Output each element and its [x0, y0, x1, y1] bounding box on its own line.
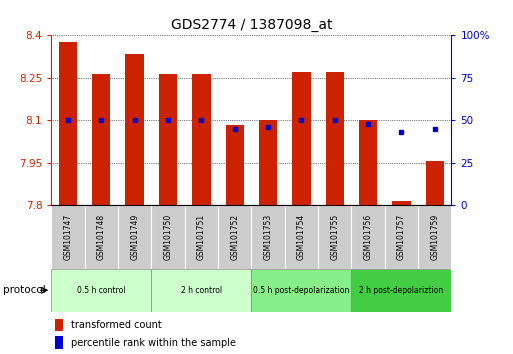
Bar	[385, 205, 418, 269]
Bar	[251, 269, 351, 312]
Text: 0.5 h control: 0.5 h control	[77, 286, 126, 295]
Bar	[118, 205, 151, 269]
Bar	[351, 269, 451, 312]
Bar	[159, 74, 177, 205]
Bar	[85, 205, 118, 269]
Text: GSM101755: GSM101755	[330, 214, 339, 260]
Text: GSM101752: GSM101752	[230, 214, 239, 260]
Bar	[59, 42, 77, 205]
Text: GSM101756: GSM101756	[364, 214, 372, 260]
Text: 2 h control: 2 h control	[181, 286, 222, 295]
Bar	[51, 205, 85, 269]
Bar	[259, 120, 277, 205]
Bar	[351, 205, 385, 269]
Bar	[226, 125, 244, 205]
Bar	[126, 54, 144, 205]
Text: 2 h post-depolariztion: 2 h post-depolariztion	[359, 286, 444, 295]
Text: GSM101753: GSM101753	[264, 214, 272, 260]
Bar	[185, 205, 218, 269]
Bar	[318, 205, 351, 269]
Text: GSM101748: GSM101748	[97, 214, 106, 260]
Text: percentile rank within the sample: percentile rank within the sample	[71, 338, 236, 348]
Bar	[151, 205, 185, 269]
Bar	[426, 161, 444, 205]
Bar	[218, 205, 251, 269]
Bar	[51, 269, 151, 312]
Text: GSM101754: GSM101754	[297, 214, 306, 260]
Bar	[151, 269, 251, 312]
Text: transformed count: transformed count	[71, 320, 162, 330]
Bar	[251, 205, 285, 269]
Text: protocol: protocol	[4, 285, 46, 295]
Bar	[326, 72, 344, 205]
Bar	[285, 205, 318, 269]
Bar	[192, 74, 210, 205]
Bar	[392, 201, 410, 205]
Text: 0.5 h post-depolarization: 0.5 h post-depolarization	[253, 286, 349, 295]
Text: GSM101750: GSM101750	[164, 214, 172, 260]
Text: GSM101749: GSM101749	[130, 214, 139, 260]
Bar	[55, 319, 63, 331]
Text: GSM101759: GSM101759	[430, 214, 439, 260]
Title: GDS2774 / 1387098_at: GDS2774 / 1387098_at	[171, 18, 332, 32]
Bar	[359, 120, 377, 205]
Text: GSM101751: GSM101751	[197, 214, 206, 260]
Bar	[292, 72, 310, 205]
Bar	[418, 205, 451, 269]
Bar	[55, 336, 63, 349]
Bar	[92, 74, 110, 205]
Text: GSM101747: GSM101747	[64, 214, 72, 260]
Text: GSM101757: GSM101757	[397, 214, 406, 260]
